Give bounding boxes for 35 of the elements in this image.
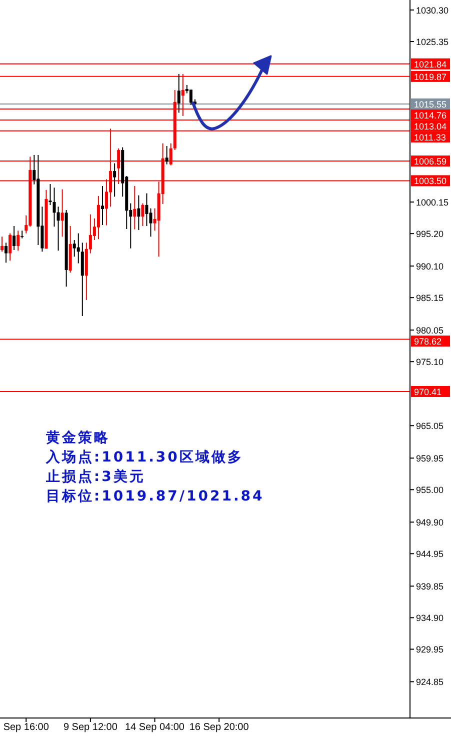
y-tick-label: 1000.15 [416, 198, 449, 208]
y-tick-label: 959.95 [416, 454, 444, 464]
ref-line-label: 1014.76 [414, 110, 447, 120]
y-tick-label: 1025.35 [416, 37, 449, 48]
ref-line-label: 970.41 [414, 386, 442, 397]
y-tick-label: 1030.30 [416, 6, 449, 16]
x-tick-label: 14 Sep 04:00 [125, 722, 185, 733]
ref-line-label: 1021.84 [414, 59, 447, 70]
y-tick-label: 995.20 [416, 229, 444, 240]
y-tick-label: 944.95 [416, 549, 444, 560]
y-tick-label: 965.05 [416, 421, 444, 432]
annotation: 目标位:1019.87/1021.84 [46, 488, 264, 504]
ref-line-label: 1013.04 [414, 121, 447, 132]
annotation: 黄金策略 [45, 430, 110, 446]
y-tick-label: 985.15 [416, 293, 444, 304]
ref-line-label: 1006.59 [414, 156, 447, 167]
x-tick-label: Sep 16:00 [3, 722, 50, 733]
ref-line-label: 978.62 [414, 336, 442, 347]
y-tick-label: 949.90 [416, 518, 444, 528]
annotation: 入场点:1011.30区域做多 [45, 450, 244, 466]
ref-line-label: 1003.50 [414, 176, 447, 186]
y-tick-label: 975.10 [416, 357, 444, 368]
x-tick-label: 9 Sep 12:00 [63, 722, 118, 733]
annotation: 止损点:3美元 [45, 468, 146, 485]
y-tick-label: 924.85 [416, 677, 444, 688]
y-tick-label: 955.00 [416, 485, 444, 496]
ref-line-label: 1011.33 [414, 132, 446, 142]
y-tick-label: 934.90 [416, 613, 444, 624]
y-tick-label: 990.10 [416, 262, 444, 272]
x-tick-label: 16 Sep 20:00 [189, 722, 250, 733]
y-tick-label: 939.85 [416, 582, 444, 592]
y-tick-label: 929.95 [416, 644, 444, 655]
ref-line-label: 1015.55 [414, 99, 447, 110]
y-tick-label: 980.05 [416, 326, 444, 336]
ref-line-label: 1019.87 [414, 72, 447, 82]
